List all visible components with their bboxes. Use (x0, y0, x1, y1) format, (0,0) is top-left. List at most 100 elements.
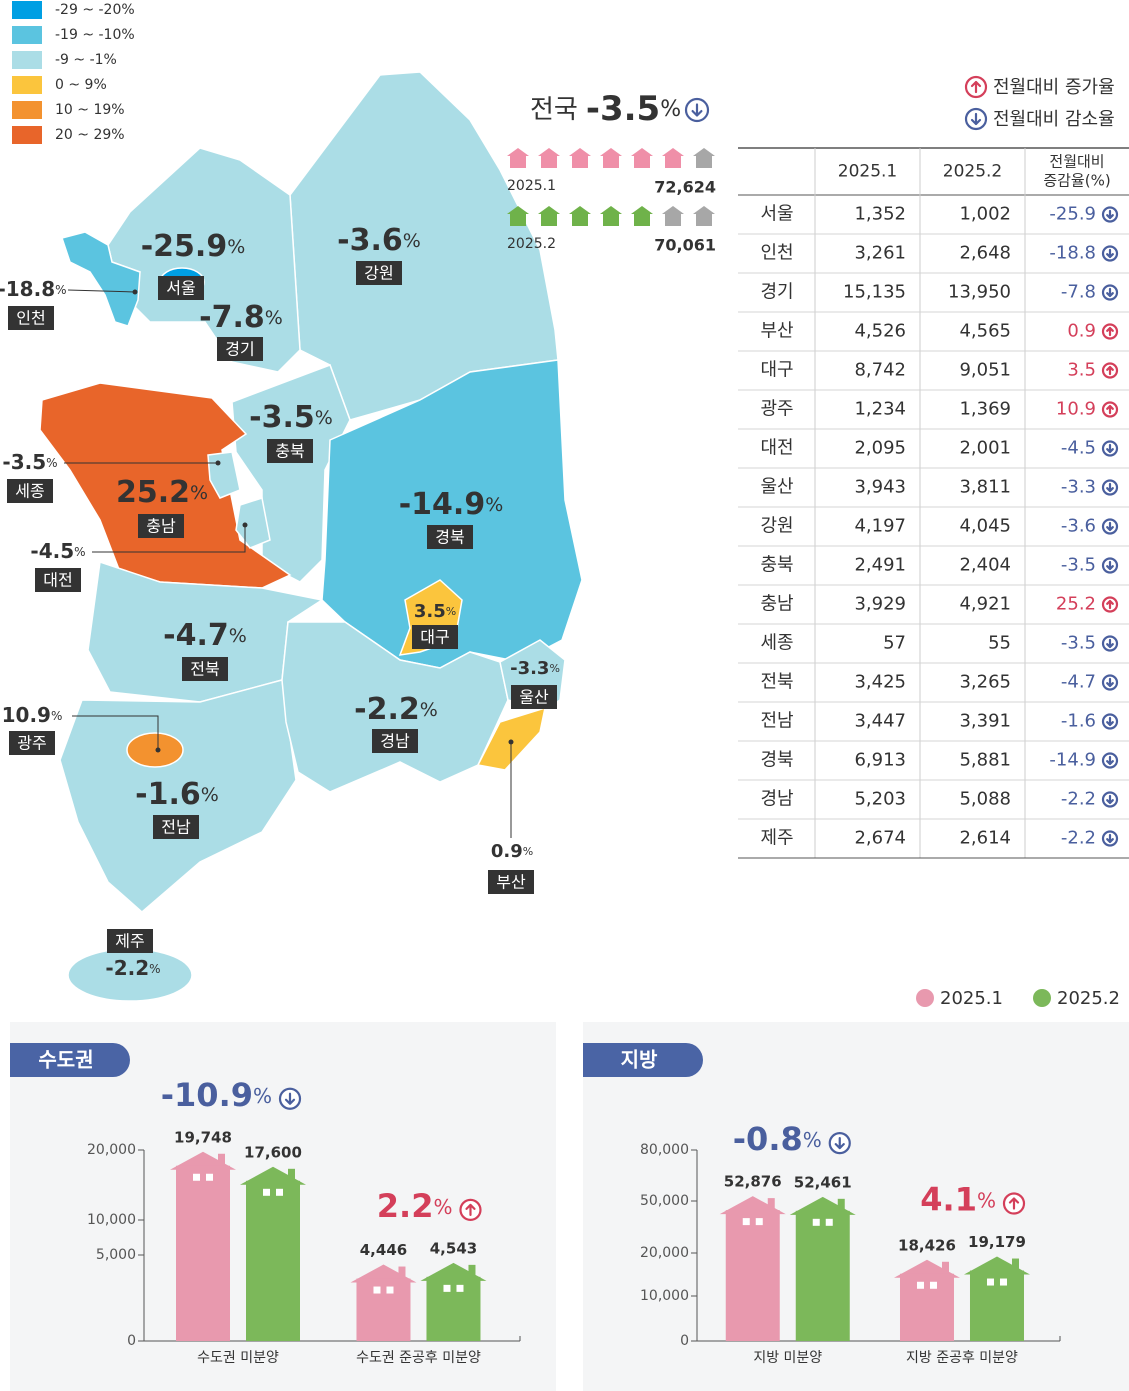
house-icon (507, 148, 529, 168)
arrow-shape (1106, 404, 1114, 415)
legend-label: -19 ~ -10% (55, 27, 135, 43)
y-tick-label: 5,000 (96, 1247, 136, 1263)
row-value: 13,950 (948, 282, 1011, 303)
region-name: 인천 (16, 309, 45, 328)
region-name-box (153, 815, 199, 839)
trend-arrow (964, 107, 988, 131)
period-total: 72,624 (654, 178, 716, 197)
change-unit: % (253, 1083, 272, 1107)
row-name: 서울 (760, 204, 793, 225)
row-value: 2,674 (854, 828, 906, 849)
row-value: 2,491 (854, 555, 906, 576)
map-region (231, 364, 351, 583)
change-label: -0.8% (733, 1120, 822, 1158)
trend-arrow (1101, 206, 1119, 223)
bar-roof (420, 1262, 487, 1281)
trend-arrow (1101, 479, 1119, 496)
change-unit: % (803, 1128, 822, 1152)
value-number: -14.9 (399, 487, 485, 522)
value-number: -3.6 (337, 223, 403, 258)
trend-arrow (1101, 362, 1119, 379)
value-label: 4,543 (430, 1239, 477, 1257)
bar-chimney (468, 1264, 476, 1277)
region-value: -18.8% (0, 277, 67, 301)
region-value: -4.7% (163, 618, 247, 653)
row-value: 3,391 (959, 711, 1011, 732)
change-number: -10.9 (161, 1076, 253, 1114)
row-name: 인천 (760, 243, 793, 264)
house-icon (569, 206, 591, 226)
period-total: 70,061 (654, 236, 716, 255)
row-value: 6,913 (854, 750, 906, 771)
map-region (126, 732, 184, 768)
region-name-box (412, 625, 458, 649)
leader-line (72, 715, 159, 750)
row-value: 9,051 (959, 360, 1011, 381)
value-unit: % (149, 962, 160, 976)
section-title: 수도권 (38, 1048, 93, 1072)
bar-window (373, 1286, 381, 1294)
arrow-shape (970, 112, 982, 126)
region-value: -3.5% (249, 400, 333, 435)
map-region (61, 231, 141, 327)
region-name-box (356, 261, 402, 285)
arrow-shape (1106, 599, 1114, 610)
region-name-box (427, 525, 473, 549)
row-rate: -3.3 (1061, 477, 1096, 498)
change-number: -0.8 (733, 1120, 803, 1158)
change-label: 2.2% (377, 1187, 453, 1225)
row-rate: 3.5 (1067, 360, 1096, 381)
bar-window (812, 1218, 820, 1226)
region-name: 울산 (519, 688, 549, 707)
arrow-shape (284, 1092, 296, 1105)
value-unit: % (549, 662, 559, 675)
value-number: -25.9 (141, 229, 227, 264)
row-value: 3,447 (854, 711, 906, 732)
legend-label: -29 ~ -20% (55, 2, 135, 18)
x-tick-label: 수도권 미분양 (197, 1350, 279, 1366)
map-region (59, 679, 297, 913)
house-icon (662, 148, 684, 168)
region-name: 충남 (146, 517, 176, 536)
table-header: 2025.1 (838, 162, 897, 182)
value-number: 0.9 (491, 841, 523, 862)
value-number: -2.2 (354, 692, 420, 727)
row-value: 3,811 (959, 477, 1011, 498)
section-tab (10, 1043, 130, 1077)
row-name: 울산 (760, 477, 793, 498)
leader-line (67, 289, 136, 293)
row-rate: -3.5 (1061, 633, 1096, 654)
row-value: 55 (988, 633, 1011, 654)
national-unit: % (660, 97, 681, 122)
leader-dot (508, 739, 514, 745)
row-value: 4,045 (959, 516, 1011, 537)
region-value: 3.5% (414, 601, 456, 622)
trend-arrow (1002, 1192, 1026, 1215)
trend-arrow (459, 1198, 482, 1221)
house-icon (600, 148, 622, 168)
value-unit: % (420, 699, 438, 721)
row-rate: -3.5 (1061, 555, 1096, 576)
region-value: -14.9% (399, 487, 504, 522)
period-label: 2025.2 (507, 236, 556, 252)
row-name: 세종 (760, 633, 793, 654)
row-value: 1,369 (959, 399, 1011, 420)
value-number: -4.5 (30, 539, 74, 563)
region-name: 부산 (496, 873, 526, 892)
y-tick-label: 10,000 (640, 1288, 689, 1304)
region-value: -1.6% (135, 777, 219, 812)
row-name: 강원 (760, 516, 793, 537)
region-value: 10.9% (2, 703, 63, 727)
trend-arrow (1101, 440, 1119, 457)
value-label: 19,179 (968, 1233, 1026, 1251)
trend-arrow (1101, 830, 1119, 847)
value-unit: % (485, 494, 503, 516)
bar-window (206, 1173, 213, 1181)
bar-chimney (218, 1153, 225, 1166)
legend-label: 10 ~ 19% (55, 102, 125, 118)
bar (795, 1210, 850, 1341)
table-header: 2025.2 (943, 162, 1002, 182)
bar-roof (240, 1166, 306, 1185)
legend-label: 2025.2 (1057, 988, 1120, 1009)
region-value: -25.9% (141, 229, 246, 264)
